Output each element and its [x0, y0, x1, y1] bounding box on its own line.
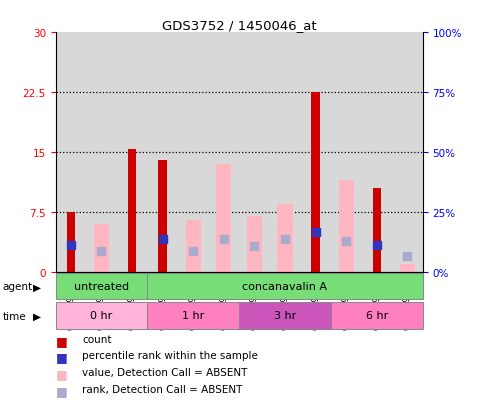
Text: time: time — [2, 311, 26, 321]
Text: ■: ■ — [56, 384, 67, 396]
Bar — [86, 33, 117, 272]
Text: 3 hr: 3 hr — [274, 310, 296, 320]
Text: ■: ■ — [56, 351, 67, 363]
Text: percentile rank within the sample: percentile rank within the sample — [82, 351, 258, 361]
Text: ■: ■ — [56, 334, 67, 347]
Bar — [147, 33, 178, 272]
Text: ▶: ▶ — [33, 282, 41, 292]
Point — [342, 237, 350, 244]
Text: count: count — [82, 334, 112, 344]
Point — [403, 253, 411, 260]
Text: value, Detection Call = ABSENT: value, Detection Call = ABSENT — [82, 367, 247, 377]
Bar — [178, 33, 209, 272]
Bar — [94, 224, 109, 272]
Text: 1 hr: 1 hr — [182, 310, 204, 320]
Bar — [209, 33, 239, 272]
Point — [220, 236, 227, 243]
Point — [281, 236, 289, 243]
Bar — [56, 33, 86, 272]
Point — [251, 244, 258, 250]
Bar — [372, 188, 381, 272]
Point — [159, 236, 167, 243]
Text: untreated: untreated — [74, 281, 129, 291]
Text: ■: ■ — [56, 367, 67, 380]
Point — [373, 242, 381, 249]
Point — [98, 248, 105, 255]
Bar — [392, 33, 423, 272]
Bar — [270, 33, 300, 272]
Bar — [277, 204, 293, 272]
Text: concanavalin A: concanavalin A — [242, 281, 327, 291]
Point — [312, 229, 319, 236]
Bar — [312, 93, 320, 272]
Bar — [239, 303, 331, 329]
Bar — [117, 33, 147, 272]
Point — [67, 242, 75, 249]
Bar — [67, 212, 75, 272]
Bar — [400, 264, 415, 272]
Bar — [147, 303, 239, 329]
Bar — [128, 150, 136, 272]
Bar — [239, 33, 270, 272]
Bar — [331, 33, 361, 272]
Text: ▶: ▶ — [33, 311, 41, 321]
Bar — [56, 273, 147, 300]
Bar — [216, 164, 231, 272]
Bar — [361, 33, 392, 272]
Point — [189, 248, 197, 255]
Bar — [158, 161, 167, 272]
Bar — [300, 33, 331, 272]
Text: rank, Detection Call = ABSENT: rank, Detection Call = ABSENT — [82, 384, 242, 394]
Bar — [147, 273, 423, 300]
Text: 0 hr: 0 hr — [90, 310, 113, 320]
Bar — [339, 180, 354, 272]
Bar — [247, 216, 262, 272]
Text: agent: agent — [2, 282, 32, 292]
Title: GDS3752 / 1450046_at: GDS3752 / 1450046_at — [162, 19, 316, 32]
Bar — [185, 220, 201, 272]
Text: 6 hr: 6 hr — [366, 310, 388, 320]
Bar — [331, 303, 423, 329]
Bar — [56, 303, 147, 329]
